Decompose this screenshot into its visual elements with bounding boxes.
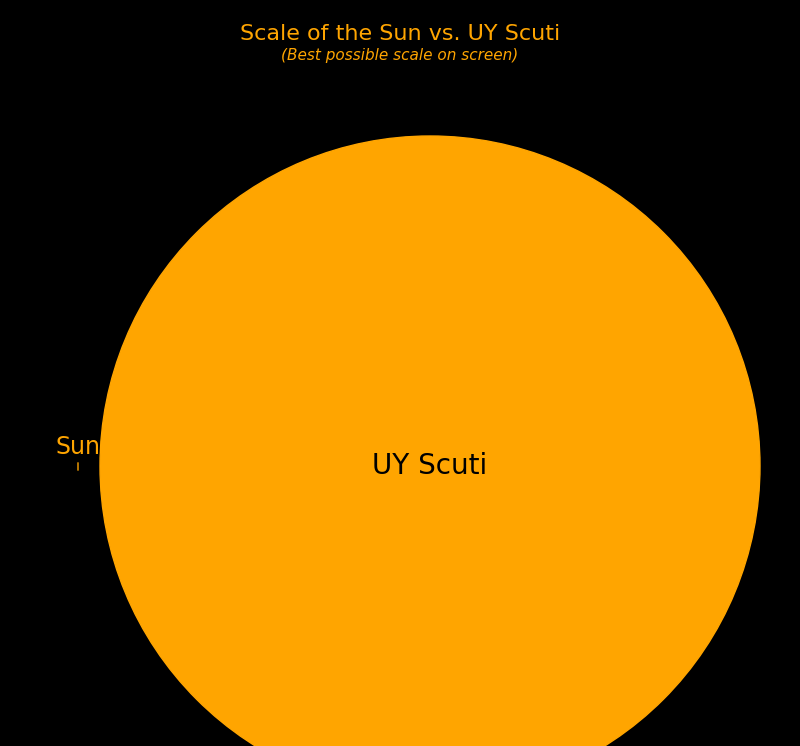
Text: (Best possible scale on screen): (Best possible scale on screen) <box>282 48 518 63</box>
Text: Sun: Sun <box>55 435 101 459</box>
Circle shape <box>100 136 760 746</box>
Text: Scale of the Sun vs. UY Scuti: Scale of the Sun vs. UY Scuti <box>240 24 560 43</box>
Text: UY Scuti: UY Scuti <box>372 452 488 480</box>
